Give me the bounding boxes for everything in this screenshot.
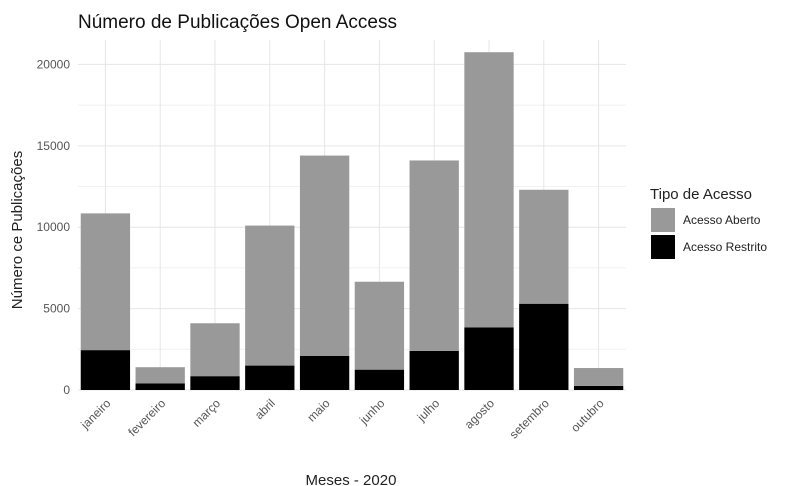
bar-setembro-acesso-aberto: [519, 189, 569, 304]
x-tick-label-julho: julho: [414, 396, 443, 425]
y-axis-title: Número ce Publicações: [9, 151, 26, 309]
x-tick-label-abril: abril: [252, 396, 278, 422]
y-axis: 0 5000 10000 15000 20000: [37, 57, 71, 397]
bars: [80, 52, 624, 390]
x-tick-label-agosto: agosto: [462, 396, 498, 432]
x-axis-title: Meses - 2020: [306, 472, 397, 486]
legend-swatch-acesso-aberto: [651, 208, 675, 232]
x-tick-label-fevereiro: fevereiro: [125, 396, 168, 439]
bar-março-acesso-restrito: [190, 376, 240, 390]
bar-abril-acesso-restrito: [245, 365, 295, 390]
bar-setembro-acesso-restrito: [519, 303, 569, 390]
bar-junho-acesso-restrito: [354, 369, 405, 390]
x-tick-label-janeiro: janeiro: [77, 396, 113, 432]
x-tick-label-maio: maio: [304, 396, 333, 425]
bar-julho-acesso-aberto: [409, 160, 459, 351]
x-tick-label-junho: junho: [356, 396, 388, 428]
bar-janeiro-acesso-aberto: [80, 213, 131, 351]
bar-março-acesso-aberto: [190, 323, 240, 377]
bar-maio-acesso-aberto: [299, 155, 350, 356]
legend-swatch-acesso-restrito: [651, 235, 675, 259]
bar-outubro-acesso-restrito: [573, 385, 624, 390]
bar-agosto-acesso-aberto: [464, 52, 514, 328]
legend-label-acesso-restrito: Acesso Restrito: [683, 240, 767, 254]
x-axis: janeiro fevereiro março abril maio junho julho…: [77, 396, 607, 442]
bar-fevereiro-acesso-aberto: [135, 367, 185, 384]
bar-agosto-acesso-restrito: [464, 327, 514, 390]
bar-janeiro-acesso-restrito: [80, 350, 131, 390]
legend: Tipo de Acesso Acesso Aberto Acesso Restr…: [650, 186, 767, 259]
x-tick-label-março: março: [190, 396, 224, 430]
y-tick-label: 20000: [37, 57, 71, 71]
chart-title: Número de Publicações Open Access: [78, 12, 397, 33]
x-tick-label-setembro: setembro: [507, 396, 553, 442]
bar-junho-acesso-aberto: [354, 281, 405, 370]
bar-maio-acesso-restrito: [299, 355, 350, 390]
x-tick-label-outubro: outubro: [568, 396, 607, 435]
legend-title: Tipo de Acesso: [650, 186, 752, 203]
legend-label-acesso-aberto: Acesso Aberto: [683, 213, 761, 227]
y-tick-label: 10000: [37, 220, 71, 234]
bar-outubro-acesso-aberto: [573, 368, 624, 386]
y-tick-label: 15000: [37, 139, 71, 153]
bar-abril-acesso-aberto: [245, 225, 295, 366]
y-tick-label: 0: [63, 383, 70, 397]
bar-fevereiro-acesso-restrito: [135, 383, 185, 390]
y-tick-label: 5000: [43, 302, 70, 316]
bar-julho-acesso-restrito: [409, 350, 459, 390]
